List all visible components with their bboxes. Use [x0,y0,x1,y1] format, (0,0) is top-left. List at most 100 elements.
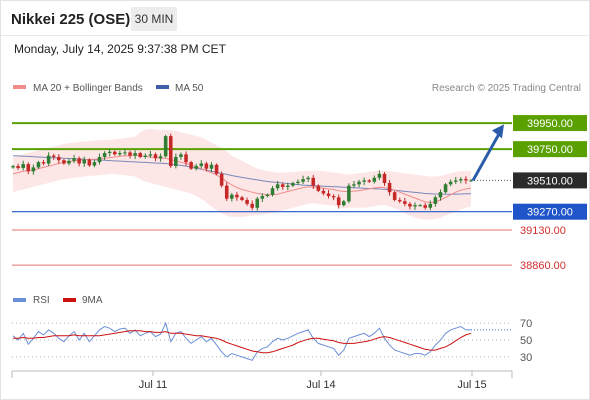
candle [62,158,66,165]
candle [336,194,341,209]
candle [382,172,387,186]
candle [138,151,143,159]
candle [341,199,346,207]
candle-body [255,198,260,208]
candle-body [418,205,422,207]
candle [16,163,20,170]
candle-body [453,180,458,182]
candle-body [36,162,41,168]
candle [41,159,46,166]
candle [453,177,458,185]
candle-body [372,177,377,182]
forecast-arrow-head [492,124,504,139]
candle [347,183,351,204]
candle [448,179,453,187]
interval-button[interactable]: 30 MIN [131,7,177,31]
rsi-ma-legend-label: 9MA [82,295,103,306]
candle [377,170,382,181]
candle [270,185,275,197]
candle [153,152,158,162]
candle-body [321,190,326,194]
candle [82,156,87,167]
candle [107,148,112,157]
candle-body [41,162,46,164]
candle-body [362,180,366,182]
candle [67,158,71,166]
candle [291,181,295,187]
candle-body [209,164,214,169]
candle-body [184,154,188,163]
header-bar: Nikkei 225 (OSE) 30 MIN [1,1,589,36]
ma50-legend-swatch [156,85,169,89]
rsi-tick-70: 70 [520,318,532,330]
candle-body [51,155,56,157]
candle-body [428,203,433,208]
candle [235,191,239,201]
candle [459,177,463,184]
candle [87,158,92,167]
instrument-title: Nikkei 225 (OSE) [11,11,131,28]
candle-body [280,184,285,187]
ma50-legend-label: MA 50 [175,83,204,94]
candle-body [286,185,290,187]
rsi-ma-legend-swatch [63,298,76,302]
candle [408,202,412,210]
candle [158,153,163,162]
candle [26,162,31,175]
candle [245,197,249,206]
candle-body [153,154,158,159]
x-tick-label-1: Jul 14 [306,379,335,391]
candle [174,153,178,169]
candle-body [296,181,300,184]
candle-body [270,188,275,195]
candle-body [174,156,178,167]
rsi-legend-label: RSI [33,295,50,306]
rsi-line [12,321,471,361]
candle-body [408,203,412,207]
candle-body [347,185,351,202]
candle-body [291,183,295,186]
candle-body [469,180,473,182]
candle-body [413,205,417,207]
candle [179,152,183,160]
rsi-tick-50: 50 [520,335,532,347]
candle [301,175,305,185]
candle-body [235,194,239,198]
candle-body [102,153,107,157]
candle-body [250,203,254,208]
candle-body [219,173,224,186]
candle [123,149,127,156]
candle-body [367,180,372,182]
candle-body [459,179,463,181]
candle-body [438,192,443,198]
candle-body [143,155,148,157]
candle [423,202,427,210]
candle-body [189,162,193,169]
candle-body [392,192,397,200]
candle [352,180,356,188]
support-label-4: 39130.00 [520,225,566,237]
candle [102,151,107,160]
candle [286,182,290,191]
candle [326,190,331,199]
x-axis-ticks: Jul 11 Jul 14 Jul 15 [139,371,487,391]
candle [77,156,81,167]
candle-body [433,197,438,204]
candle [163,134,168,158]
rsi-tick-30: 30 [520,352,532,364]
candle-body [403,201,407,204]
ma20-legend-label: MA 20 + Bollinger Bands [33,83,143,94]
candle [219,171,224,188]
candle [255,196,260,211]
candle [46,152,51,166]
candle [413,202,417,210]
candle-body [352,184,356,186]
candle-body [214,164,219,174]
candle-body [133,153,137,156]
candle-body [87,159,92,166]
candle-body [199,163,204,167]
candle [280,182,285,190]
candle [214,163,219,176]
